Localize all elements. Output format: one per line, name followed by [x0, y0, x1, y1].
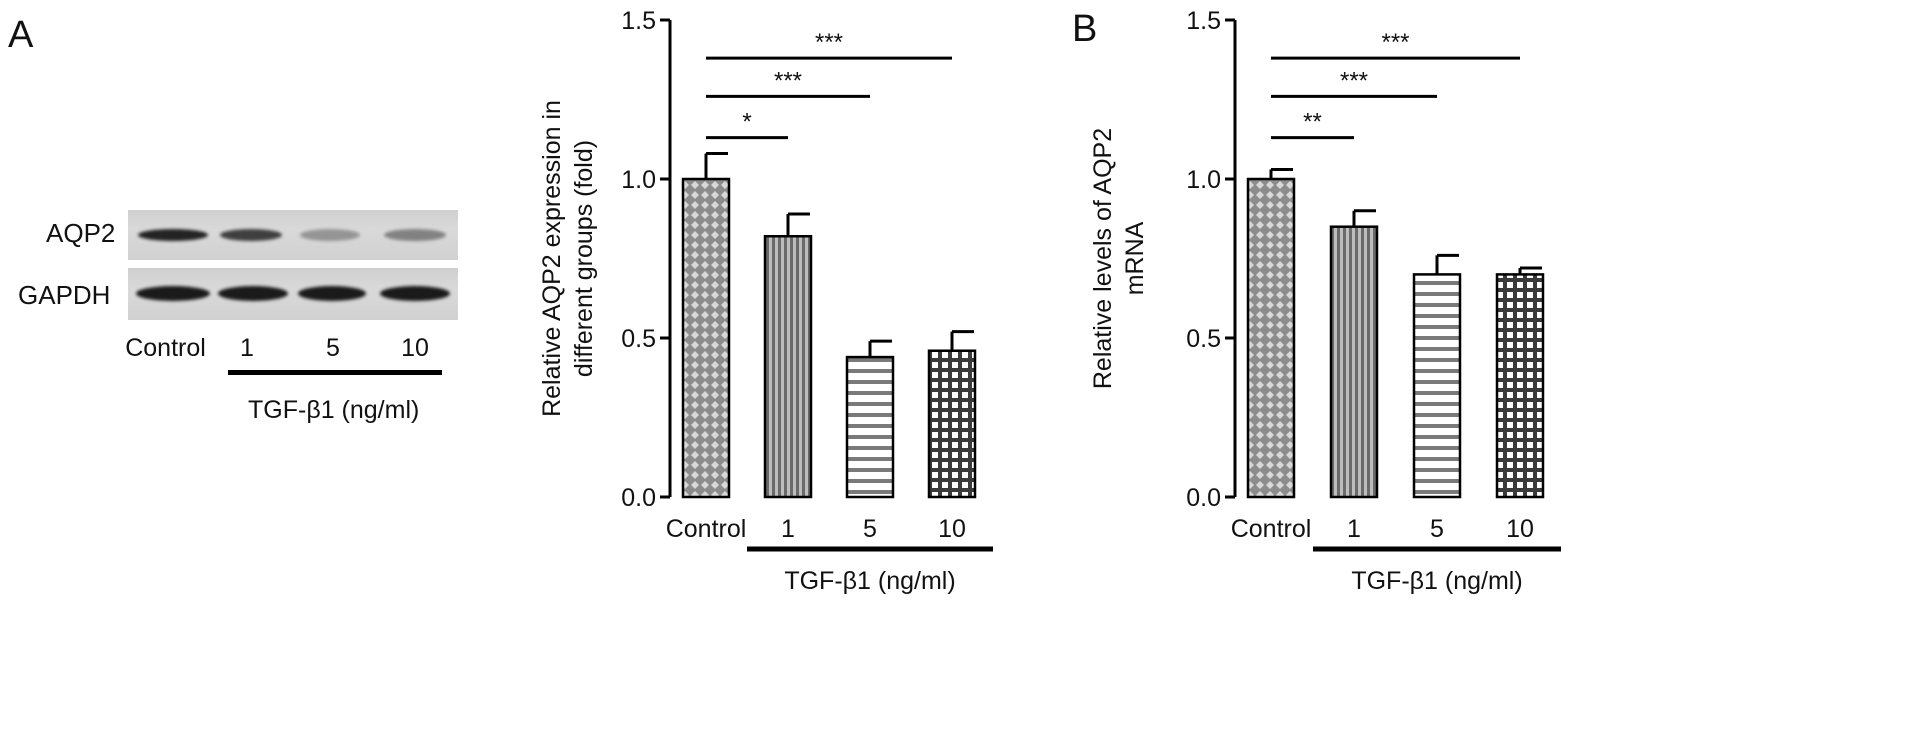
blot-band [298, 286, 366, 301]
x-tick-label: 1 [781, 515, 795, 543]
significance-label: *** [1381, 29, 1409, 56]
blot-row-label-gapdh: GAPDH [18, 280, 111, 310]
y-tick-label: 1.0 [621, 166, 656, 194]
x-tick-label: Control [666, 515, 747, 543]
x-tick-label: Control [1231, 515, 1312, 543]
blot-band [220, 229, 282, 241]
blot-lane-label: Control [125, 334, 206, 362]
x-tick-label: 10 [938, 515, 966, 543]
y-axis-label: Relative AQP2 expression in different gro… [538, 100, 598, 417]
bar [1329, 225, 1379, 499]
panel-letter-a: A [8, 14, 34, 56]
y-axis-label: Relative levels of AQP2 mRNA [1089, 128, 1149, 389]
blot-band [136, 286, 210, 301]
treatment-label: TGF-β1 (ng/ml) [1351, 567, 1522, 595]
y-tick-label: 0.5 [1186, 325, 1221, 353]
y-tick-label: 1.5 [1186, 7, 1221, 35]
bar-chart-aqp2-protein: 0.0 0.5 1.0 1.5 Relative AQP2 expression in d… [538, 7, 993, 595]
blot-band [138, 229, 208, 241]
blot-band [300, 229, 360, 241]
bar [927, 349, 977, 499]
x-tick-label: 5 [863, 515, 877, 543]
bar [1412, 273, 1462, 499]
blot-strip-aqp2 [128, 210, 458, 260]
x-tick-label: 10 [1506, 515, 1534, 543]
significance-label: * [742, 109, 751, 136]
blot-treatment-label: TGF-β1 (ng/ml) [248, 396, 420, 424]
blot-row-label-aqp2: AQP2 [46, 218, 116, 248]
blot-lane-label: 5 [326, 334, 340, 362]
significance-label: *** [1340, 67, 1368, 94]
y-tick-label: 1.5 [621, 7, 656, 35]
bar [845, 355, 895, 499]
blot-lane-label: 10 [401, 334, 429, 362]
bar-chart-aqp2-mrna: 0.0 0.5 1.0 1.5 Relative levels of AQP2 mRNA C… [1089, 7, 1561, 595]
y-tick-label: 1.0 [1186, 166, 1221, 194]
bar [1246, 177, 1296, 499]
blot-lane-label: 1 [240, 334, 254, 362]
panel-letter-b: B [1072, 8, 1098, 50]
x-tick-label: 5 [1430, 515, 1444, 543]
significance-label: ** [1303, 109, 1322, 136]
blot-strip-gapdh [128, 268, 458, 320]
bar [1495, 273, 1545, 499]
bar [681, 177, 731, 499]
blot-band [384, 229, 446, 241]
significance-label: *** [815, 29, 843, 56]
bar [763, 234, 813, 499]
x-tick-label: 1 [1347, 515, 1361, 543]
y-tick-label: 0.0 [1186, 484, 1221, 512]
y-tick-label: 0.0 [621, 484, 656, 512]
blot-treatment-line [228, 370, 442, 375]
significance-label: *** [774, 67, 802, 94]
blot-band [380, 286, 450, 301]
y-tick-label: 0.5 [621, 325, 656, 353]
treatment-label: TGF-β1 (ng/ml) [784, 567, 955, 595]
blot-band [218, 286, 288, 301]
